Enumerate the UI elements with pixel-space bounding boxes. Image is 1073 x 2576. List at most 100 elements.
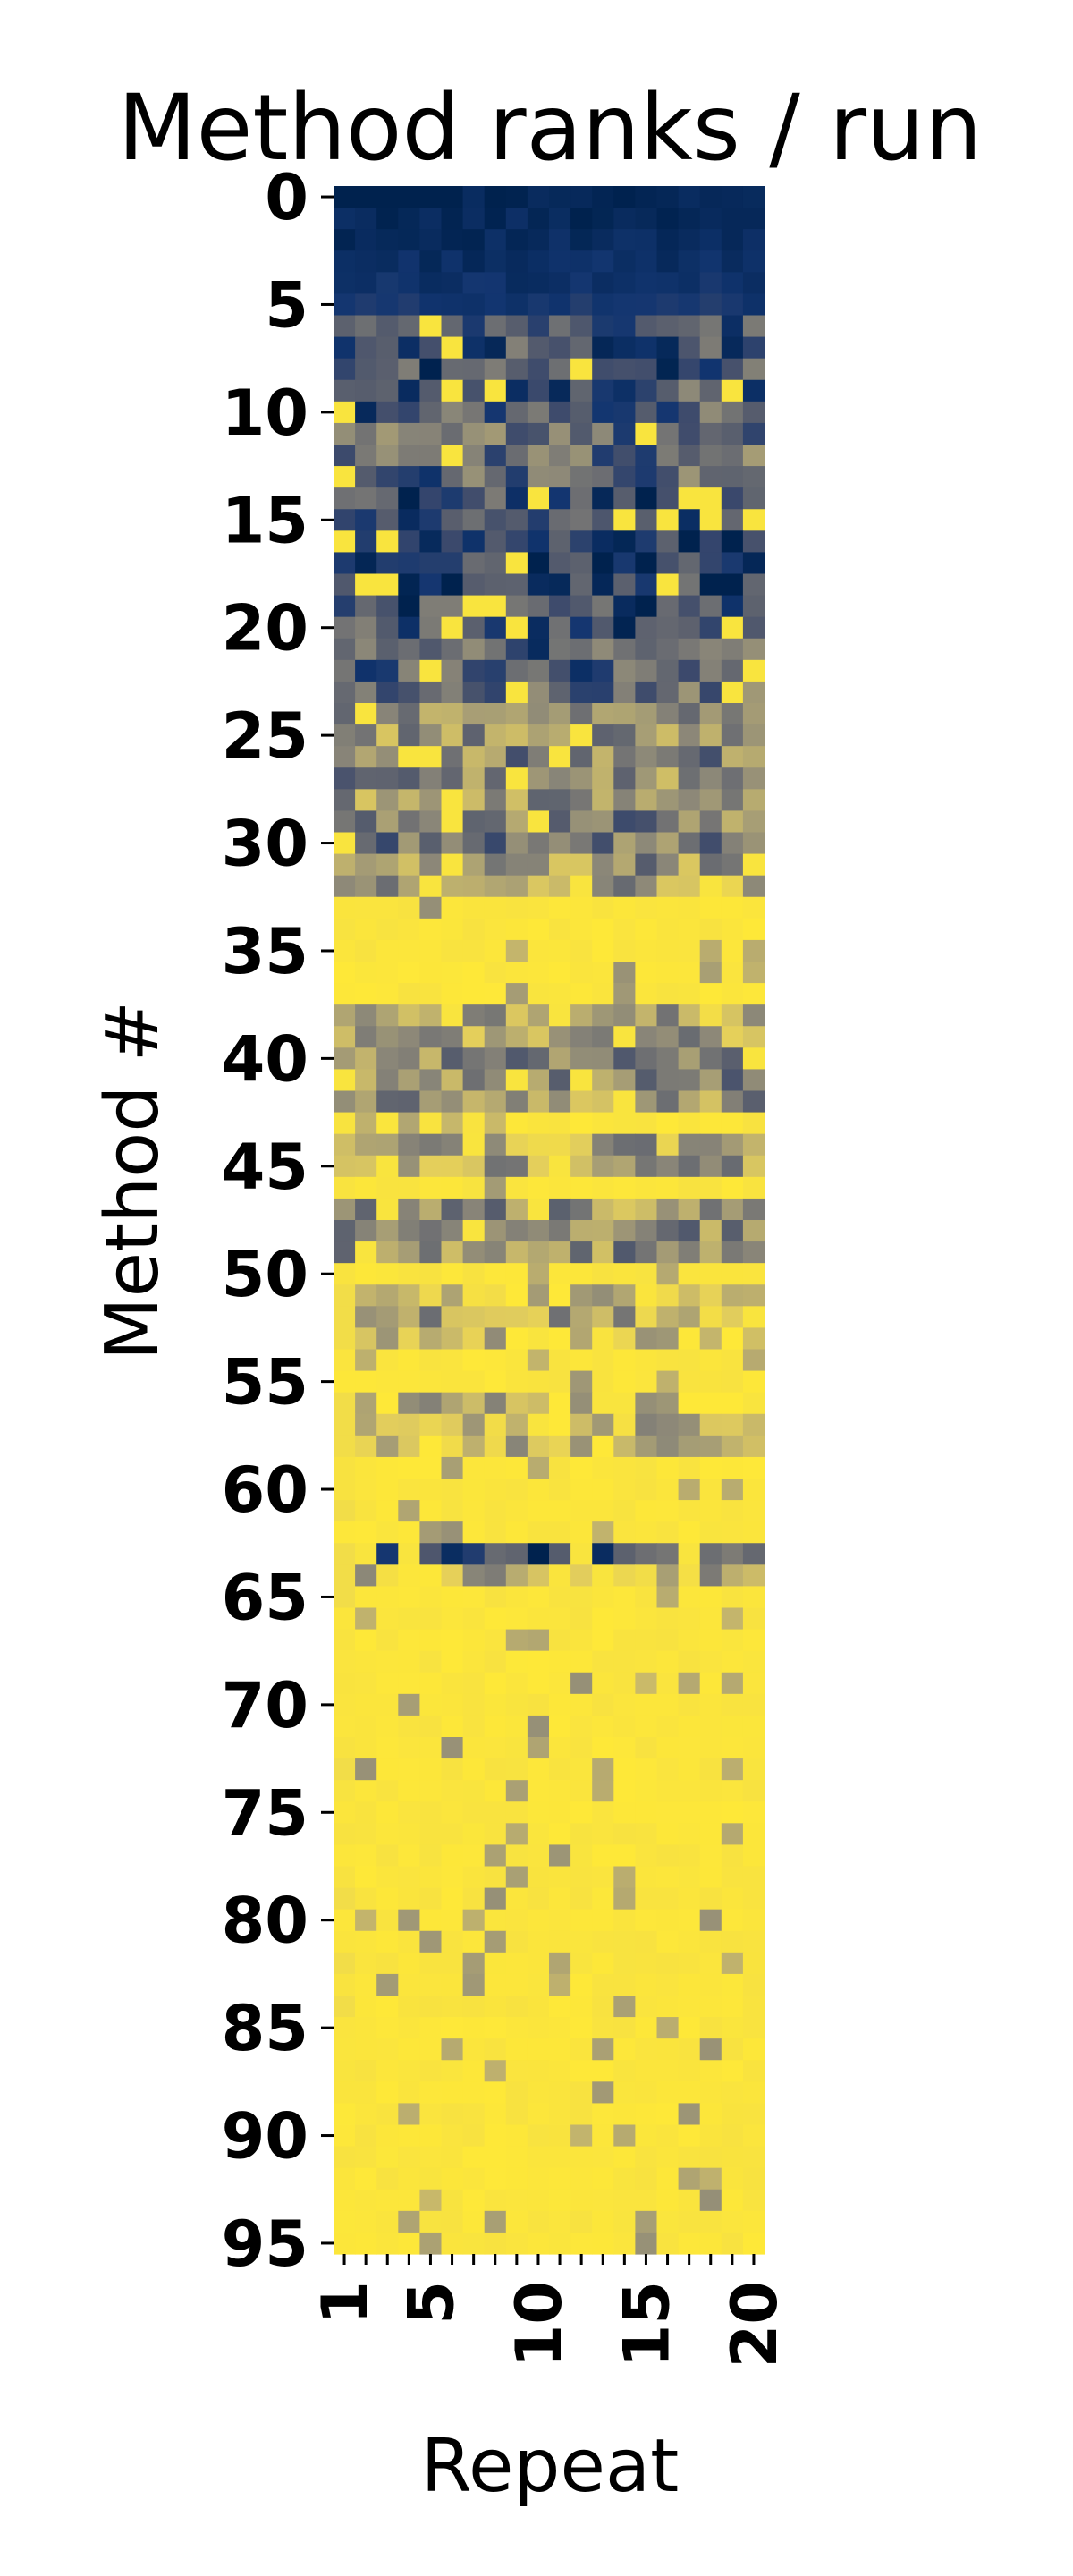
heatmap-cell (527, 1758, 550, 1781)
heatmap-cell (441, 401, 464, 424)
heatmap-cell (334, 1844, 356, 1868)
heatmap-cell (505, 1973, 528, 1996)
heatmap-cell (419, 1284, 443, 1307)
heatmap-cell (484, 509, 507, 531)
heatmap-cell (613, 1996, 636, 2018)
heatmap-cell (355, 1973, 377, 1996)
heatmap-cell (484, 1306, 507, 1329)
heatmap-cell (462, 1823, 486, 1846)
heatmap-cell (334, 1973, 356, 1996)
heatmap-cell (678, 552, 701, 575)
heatmap-cell (462, 1479, 486, 1501)
heatmap-cell (592, 530, 614, 554)
heatmap-cell (527, 2189, 550, 2212)
heatmap-cell (334, 1047, 356, 1071)
heatmap-cell (549, 2017, 571, 2039)
heatmap-cell (699, 315, 722, 338)
heatmap-cell (721, 186, 744, 208)
heatmap-cell (613, 2232, 636, 2255)
heatmap-cell (613, 1500, 636, 1522)
heatmap-cell (592, 1500, 614, 1522)
heatmap-cell (355, 2167, 377, 2190)
heatmap-cell (462, 875, 486, 898)
heatmap-cell (613, 962, 636, 984)
heatmap-cell (592, 336, 614, 360)
heatmap-cell (376, 2017, 399, 2039)
heatmap-cell (527, 1801, 550, 1824)
heatmap-cell (484, 1176, 507, 1199)
heatmap-cell (376, 272, 399, 295)
heatmap-cell (355, 1629, 377, 1652)
heatmap-cell (699, 1090, 722, 1114)
heatmap-cell (484, 1823, 507, 1846)
heatmap-cell (635, 1176, 658, 1199)
heatmap-cell (635, 1607, 658, 1631)
heatmap-cell (613, 1909, 636, 1932)
heatmap-cell (678, 962, 701, 984)
heatmap-cell (355, 466, 377, 488)
heatmap-cell (613, 1866, 636, 1889)
heatmap-cell (462, 1047, 486, 1071)
heatmap-cell (592, 832, 614, 855)
heatmap-cell (721, 810, 744, 834)
heatmap-cell (334, 875, 356, 898)
heatmap-cell (334, 487, 356, 510)
heatmap-cell (592, 1479, 614, 1501)
heatmap-cell (462, 315, 486, 338)
heatmap-cell (355, 1823, 377, 1846)
heatmap-cell (441, 379, 464, 402)
x-tick-label: 5 (394, 2281, 468, 2325)
heatmap-cell (334, 1479, 356, 1501)
heatmap-cell (678, 1737, 701, 1759)
heatmap-cell (742, 1866, 765, 1889)
heatmap-cell (592, 1069, 614, 1092)
heatmap-cell (613, 1435, 636, 1458)
heatmap-cell (462, 1780, 486, 1802)
heatmap-cell (592, 983, 614, 1005)
heatmap-cell (484, 918, 507, 941)
heatmap-cell (441, 1306, 464, 1329)
y-tick-label: 20 (222, 592, 308, 665)
heatmap-cell (592, 1844, 614, 1868)
heatmap-cell (441, 746, 464, 768)
heatmap-cell (419, 638, 443, 661)
heatmap-cell (570, 2017, 593, 2039)
heatmap-cell (656, 1996, 680, 2018)
heatmap-cell (484, 638, 507, 661)
heatmap-cell (678, 1887, 701, 1911)
heatmap-cell (527, 1263, 550, 1285)
heatmap-cell (441, 1047, 464, 1071)
heatmap-cell (635, 250, 658, 273)
heatmap-cell (505, 638, 528, 661)
heatmap-cell (484, 466, 507, 488)
heatmap-cell (592, 379, 614, 402)
heatmap-cell (376, 1392, 399, 1415)
heatmap-cell (376, 1284, 399, 1307)
heatmap-cell (527, 1069, 550, 1092)
heatmap-cell (678, 1004, 701, 1027)
heatmap-cell (549, 552, 571, 575)
heatmap-cell (699, 2017, 722, 2039)
heatmap-cell (721, 1607, 744, 1631)
heatmap-cell (742, 1737, 765, 1759)
heatmap-cell (376, 2232, 399, 2255)
heatmap-cell (441, 1715, 464, 1738)
heatmap-cell (570, 1629, 593, 1652)
heatmap-cell (527, 789, 550, 812)
heatmap-cell (441, 2189, 464, 2212)
heatmap-cell (635, 746, 658, 768)
heatmap-cell (527, 1844, 550, 1868)
heatmap-cell (592, 2060, 614, 2082)
heatmap-cell (656, 1479, 680, 1501)
heatmap-cell (613, 1973, 636, 1996)
heatmap-cell (484, 1996, 507, 2018)
heatmap-cell (419, 1413, 443, 1436)
heatmap-cell (678, 1220, 701, 1242)
heatmap-cell (592, 1521, 614, 1544)
heatmap-cell (484, 962, 507, 984)
heatmap-cell (334, 1241, 356, 1264)
heatmap-cell (549, 422, 571, 445)
heatmap-cell (505, 896, 528, 919)
heatmap-cell (398, 1607, 420, 1631)
